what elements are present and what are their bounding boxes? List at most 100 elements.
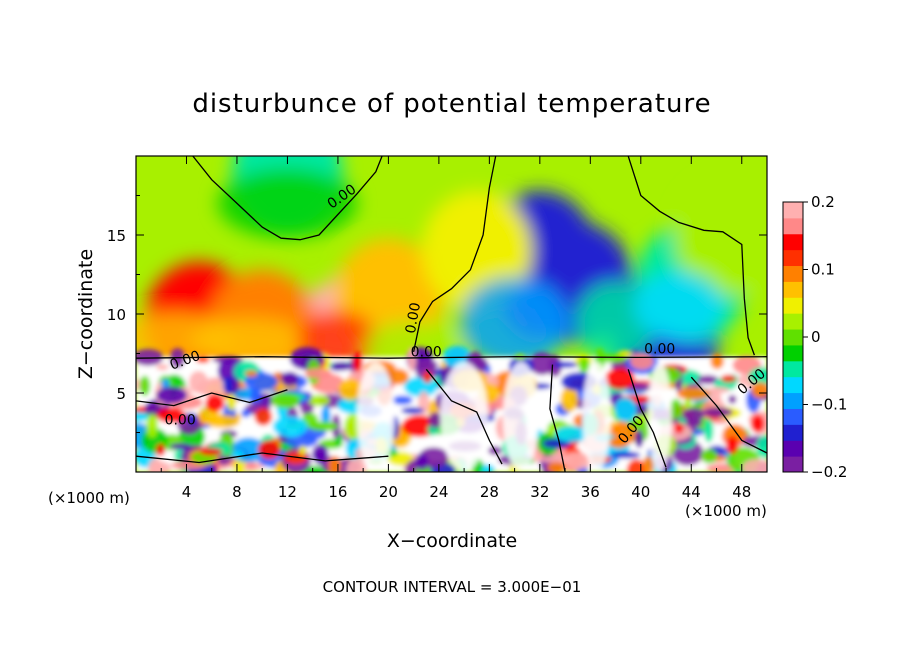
colorbar-segment [783, 360, 803, 378]
turbulence-cell [428, 411, 442, 428]
colorbar-segment [783, 392, 803, 409]
colorbar-segment [783, 344, 803, 362]
plume-4 [440, 361, 489, 472]
turbulence-cell [298, 445, 307, 456]
turbulence-cell [401, 407, 424, 415]
colorbar-segment [783, 217, 803, 235]
turbulence-cell [726, 436, 739, 455]
x-tick-label: 28 [480, 483, 499, 501]
contour-label-5: 0.00 [644, 342, 675, 358]
colorbar-tick-label: 0.2 [811, 193, 835, 211]
turbulence-cell [308, 421, 339, 432]
turbulence-cell [136, 411, 150, 422]
y-tick-label: 5 [116, 385, 126, 403]
contour-line-2 [627, 156, 756, 356]
turbulence-cell [352, 351, 363, 373]
turbulence-cell [610, 451, 641, 459]
colorbar-segment [783, 281, 803, 298]
turbulence-cell [245, 370, 258, 377]
colorbar-segment [783, 249, 803, 267]
turbulence-cell [547, 462, 567, 472]
contour-label-3: 0.00 [165, 413, 196, 429]
x-axis: 4 8 12 16 20 24 28 32 36 40 44 48 [160, 156, 751, 501]
turbulence-cell [697, 375, 719, 385]
turbulence-cell [241, 408, 251, 418]
turbulence-cell [674, 423, 684, 434]
turbulence-cell [728, 395, 737, 404]
turbulence-cell [146, 413, 159, 438]
colorbar: −0.2 −0.1 0 0.1 0.2 [782, 193, 847, 481]
turbulence-cell [346, 458, 367, 472]
x-tick-label: 36 [581, 483, 600, 501]
turbulence-cell [412, 359, 438, 371]
turbulence-cell [755, 434, 767, 459]
colorbar-tick-label: 0.1 [811, 261, 835, 279]
colorbar-segment [783, 440, 803, 457]
y-axis-label: Z−coordinate [75, 249, 97, 379]
field-band-6 [633, 271, 724, 342]
turbulence-cell [187, 413, 198, 425]
x-tick-label: 4 [182, 483, 192, 501]
turbulence-cell [597, 354, 628, 363]
contour-line-6 [425, 368, 503, 465]
colorbar-segment [783, 376, 803, 394]
turbulence-cell [254, 407, 273, 426]
x-tick-label: 16 [328, 483, 347, 501]
field-feature-13 [674, 175, 767, 295]
turbulence-cell [414, 453, 429, 470]
turbulence-cell [270, 392, 301, 409]
plume-3 [356, 361, 395, 472]
turbulence-cell [720, 374, 737, 383]
turbulence-cell [529, 352, 555, 375]
turbulence-cell [200, 448, 223, 456]
colorbar-segment [783, 424, 803, 441]
colorbar-segment [783, 233, 803, 251]
x-tick-label: 40 [631, 483, 650, 501]
turbulence-cell [156, 443, 166, 457]
contour-line-0 [192, 156, 383, 241]
contour-interval-note: CONTOUR INTERVAL = 3.000E−01 [323, 578, 582, 596]
turbulence-cell [578, 357, 590, 373]
chart-title: disturbunce of potential temperature [192, 89, 711, 119]
x-tick-label: 32 [530, 483, 549, 501]
turbulence-cell [258, 440, 281, 460]
turbulence-cell [281, 371, 299, 387]
turbulence-cell [748, 367, 767, 386]
turbulence-cell [244, 372, 278, 392]
x-tick-label: 8 [232, 483, 242, 501]
contour-line-5 [136, 452, 389, 464]
y-axis: 5 10 15 [107, 195, 767, 433]
contour-line-8 [627, 369, 667, 468]
turbulence-cell [156, 407, 186, 423]
x-tick-label: 12 [278, 483, 297, 501]
turbulence-cell [635, 429, 644, 448]
field-band-7 [217, 168, 358, 239]
x-unit-label-left: (×1000 m) [48, 489, 130, 507]
turbulence-cell [626, 459, 647, 472]
turbulence-cell [710, 353, 724, 370]
turbulence-cell [407, 347, 417, 372]
turbulence-cell [304, 368, 332, 379]
turbulence-cell [608, 436, 629, 449]
turbulence-cell [392, 395, 413, 405]
turbulence-cell [682, 407, 705, 422]
contour-line-4 [136, 389, 288, 407]
contour-lines [136, 156, 767, 472]
colorbar-tick-label: 0 [811, 328, 821, 346]
turbulence-cell [750, 414, 765, 433]
colorbar-tick-label: −0.1 [811, 396, 847, 414]
contour-label-6: 0.00 [411, 345, 442, 361]
turbulence-cell [548, 361, 578, 369]
turbulence-cell [751, 382, 767, 399]
x-axis-label: X−coordinate [387, 530, 517, 552]
heatmap: 0.000.000.000.00 0.000.000.000.00 [136, 156, 767, 472]
x-unit-label-right: (×1000 m) [685, 502, 767, 520]
turbulence-cell [703, 418, 714, 443]
turbulence-cell [195, 379, 229, 397]
turbulence-cell [560, 452, 593, 470]
field-band-4 [459, 276, 570, 367]
contour-line-7 [549, 364, 566, 472]
turbulence-cell [338, 378, 363, 401]
plume-1 [582, 361, 612, 472]
